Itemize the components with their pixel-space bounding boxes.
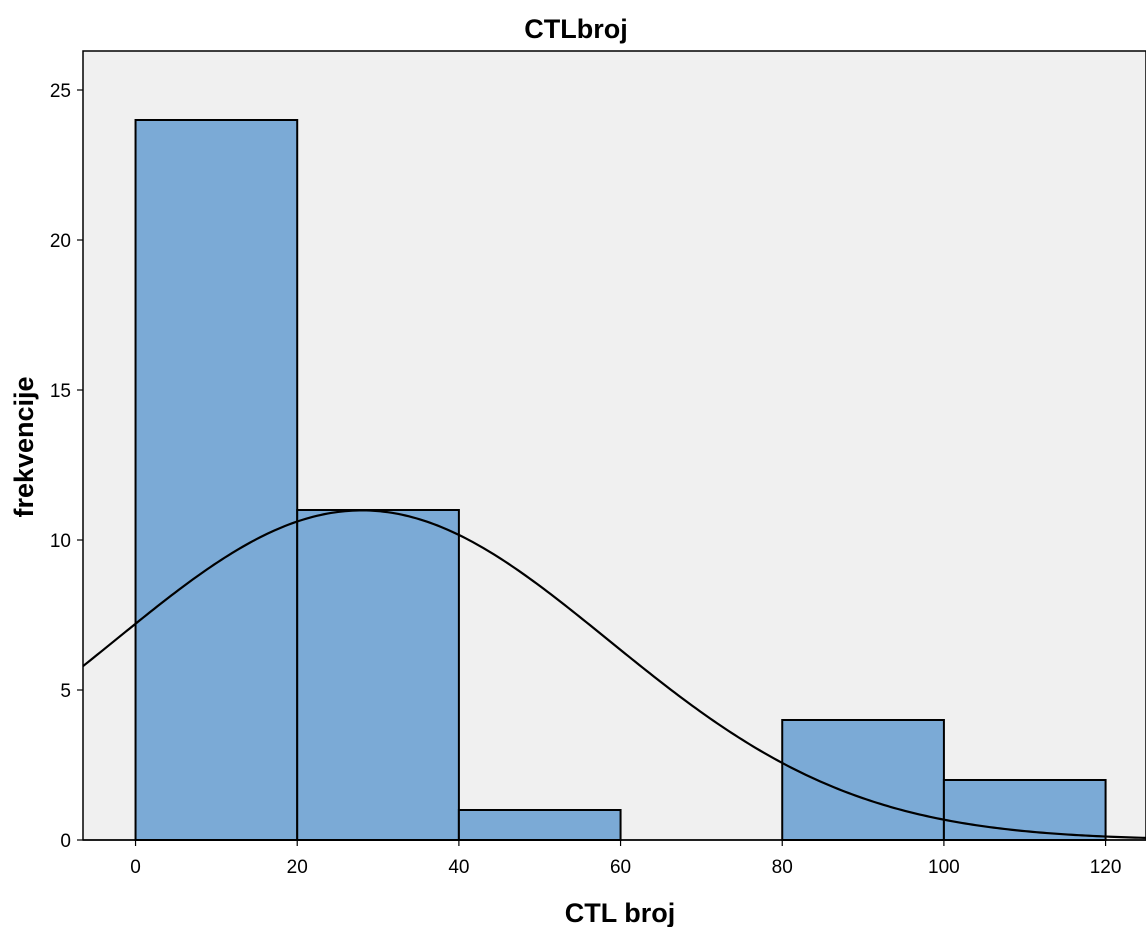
- normal-curve: [82, 509, 1146, 839]
- histogram-bar-40-60: [457, 809, 622, 841]
- histogram-bar-80-100: [781, 719, 945, 841]
- x-tick-label: 100: [928, 857, 960, 878]
- y-tick-label: 0: [60, 831, 71, 852]
- chart-title: CTLbroj: [524, 14, 627, 44]
- y-tick-label: 25: [50, 81, 71, 102]
- x-tick-label: 40: [448, 857, 469, 878]
- x-axis-label: CTL broj: [565, 898, 676, 927]
- x-tick-label: 80: [772, 857, 793, 878]
- x-tick-label: 20: [287, 857, 308, 878]
- x-tick-label: 60: [610, 857, 631, 878]
- y-tick-label: 20: [50, 231, 71, 252]
- x-tick-label: 120: [1090, 857, 1122, 878]
- x-tick-label: 0: [130, 857, 141, 878]
- y-tick-label: 5: [60, 681, 71, 702]
- histogram-bar-100-120: [942, 779, 1107, 841]
- y-tick-label: 10: [50, 531, 71, 552]
- histogram-bar-0-20: [134, 119, 299, 841]
- histogram-bar-20-40: [296, 509, 460, 841]
- axes-layer: 0 20 40 60 80 100 120 0 5 10 15 20 25: [50, 81, 1146, 878]
- y-tick-label: 15: [50, 381, 71, 402]
- y-axis-label: frekvencije: [9, 376, 39, 517]
